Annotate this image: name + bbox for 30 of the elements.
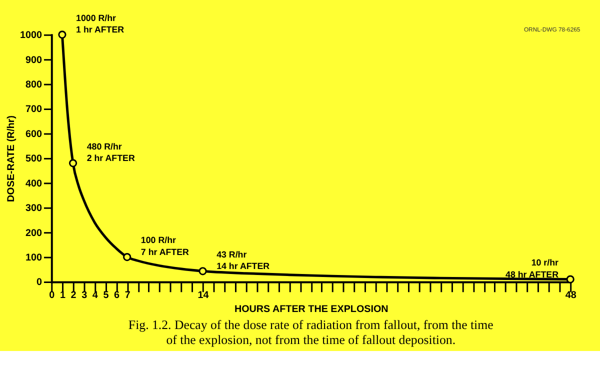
x-tick-label: 7 — [124, 290, 131, 302]
x-tick-label: 5 — [103, 290, 110, 302]
annotation: 10 r/hr 48 hr AFTER — [506, 257, 560, 280]
point — [68, 159, 78, 168]
y-tick-label: 1000 — [20, 30, 43, 42]
y-tick-label: 200 — [26, 228, 43, 239]
y-tick-label: 900 — [26, 54, 43, 66]
point — [198, 267, 207, 276]
annotation: 1000 R/hr 1 hr AFTER — [76, 12, 125, 35]
y-axis-title: DOSE-RATE (R/hr) — [6, 115, 18, 202]
point — [123, 252, 132, 262]
y-tick-label: 700 — [26, 104, 43, 116]
annotation: 43 R/hr 14 hr AFTER — [216, 249, 270, 272]
x-tick-label: 4 — [92, 290, 98, 302]
y-tick-label: 300 — [26, 203, 43, 214]
y-tick-label: 600 — [26, 128, 43, 140]
y-tick-label: 800 — [26, 80, 43, 91]
annotation: 480 R/hr 2 hr AFTER — [86, 141, 136, 164]
y-tick-label: 500 — [26, 154, 43, 165]
y-tick-label: 400 — [26, 178, 43, 190]
point — [58, 30, 66, 39]
x-tick-label: 14 — [198, 290, 210, 302]
y-tick-label: 0 — [36, 277, 43, 288]
x-tick-label: 48 — [565, 290, 577, 302]
annotation: 100 R/hr 7 hr AFTER — [140, 235, 190, 258]
x-tick-label: 1 — [60, 290, 66, 302]
caption: Fig. 1.2. Decay of the dose rate of radiation from fallout, from the time of the explosion, not from the time of fallout deposition. — [128, 318, 494, 348]
x-axis-title: HOURS AFTER THE EXPLOSION — [234, 304, 388, 315]
y-tick-label: 100 — [26, 252, 43, 264]
point — [566, 275, 574, 284]
